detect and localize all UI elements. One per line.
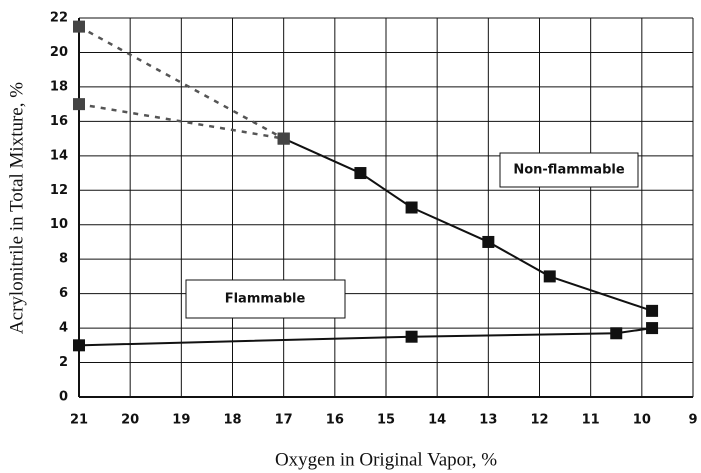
marker — [277, 132, 290, 145]
x-axis-label: Oxygen in Original Vapor, % — [275, 449, 497, 470]
y-tick-label: 16 — [50, 114, 68, 129]
marker — [73, 339, 85, 352]
y-tick-label: 22 — [50, 11, 68, 26]
line — [283, 137, 653, 312]
marker — [610, 327, 623, 340]
y-tick-label: 4 — [59, 321, 68, 336]
y-tick-label: 18 — [50, 79, 68, 94]
x-tick-label: 17 — [275, 413, 293, 428]
annotation: Flammable — [225, 292, 306, 307]
annotation: Non-flammable — [513, 163, 624, 178]
y-tick-label: 8 — [59, 252, 68, 267]
y-tick-label: 6 — [59, 286, 68, 301]
line — [78, 102, 284, 140]
marker — [73, 20, 85, 33]
y-tick-label: 14 — [50, 148, 68, 163]
marker — [405, 330, 418, 343]
y-tick-label: 12 — [50, 183, 68, 198]
marker — [646, 304, 659, 317]
x-tick-label: 9 — [688, 413, 697, 428]
x-tick-label: 18 — [223, 413, 241, 428]
y-tick-label: 20 — [50, 45, 68, 60]
marker — [543, 270, 556, 283]
marker — [354, 167, 367, 180]
x-tick-label: 13 — [479, 413, 497, 428]
x-tick-label: 16 — [326, 413, 344, 428]
marker — [405, 201, 418, 214]
x-tick-label: 10 — [633, 413, 651, 428]
x-tick-label: 14 — [428, 413, 446, 428]
x-tick-label: 21 — [70, 413, 88, 428]
marker — [482, 235, 495, 248]
x-tick-label: 15 — [377, 413, 395, 428]
x-tick-label: 19 — [172, 413, 190, 428]
line — [78, 327, 653, 347]
x-tick-label: 12 — [530, 413, 548, 428]
annotation-box — [499, 152, 639, 188]
y-tick-label: 10 — [50, 217, 68, 232]
x-tick-label: 20 — [121, 413, 139, 428]
annotation-box — [185, 279, 346, 319]
y-tick-label: 0 — [59, 390, 68, 405]
x-tick-label: 11 — [582, 413, 600, 428]
marker — [646, 322, 659, 335]
y-axis-label: Acrylonitrile in Total Mixture, % — [6, 82, 27, 334]
marker — [73, 98, 85, 111]
y-tick-label: 2 — [59, 355, 68, 370]
